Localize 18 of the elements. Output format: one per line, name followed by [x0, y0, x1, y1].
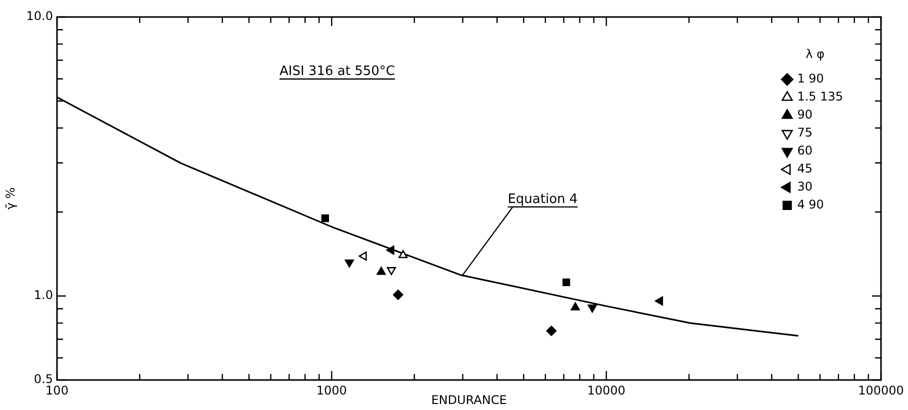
x-tick-label: 100000	[858, 383, 904, 398]
legend-title: λ φ	[806, 47, 825, 62]
y-axis-title: γ̄ %	[3, 187, 18, 210]
legend-label: 75	[797, 126, 812, 140]
y-tick-label: 1.0	[34, 288, 53, 302]
legend-label: 45	[797, 162, 812, 176]
x-axis-title: ENDURANCE	[431, 392, 507, 407]
x-tick-label: 10000	[587, 383, 626, 398]
x-tick-label: 1000	[316, 383, 347, 398]
annotation: AISI 316 at 550°C	[279, 64, 395, 79]
legend-label: 1 90	[797, 72, 824, 86]
legend-label: 4 90	[797, 198, 824, 212]
legend-label: 1.5 135	[797, 90, 844, 104]
legend-label: 60	[797, 144, 812, 158]
y-tick-label: 10.0	[26, 9, 53, 24]
legend-label: 30	[797, 180, 812, 194]
annotation: Equation 4	[508, 192, 578, 207]
legend-label: 90	[797, 108, 812, 122]
